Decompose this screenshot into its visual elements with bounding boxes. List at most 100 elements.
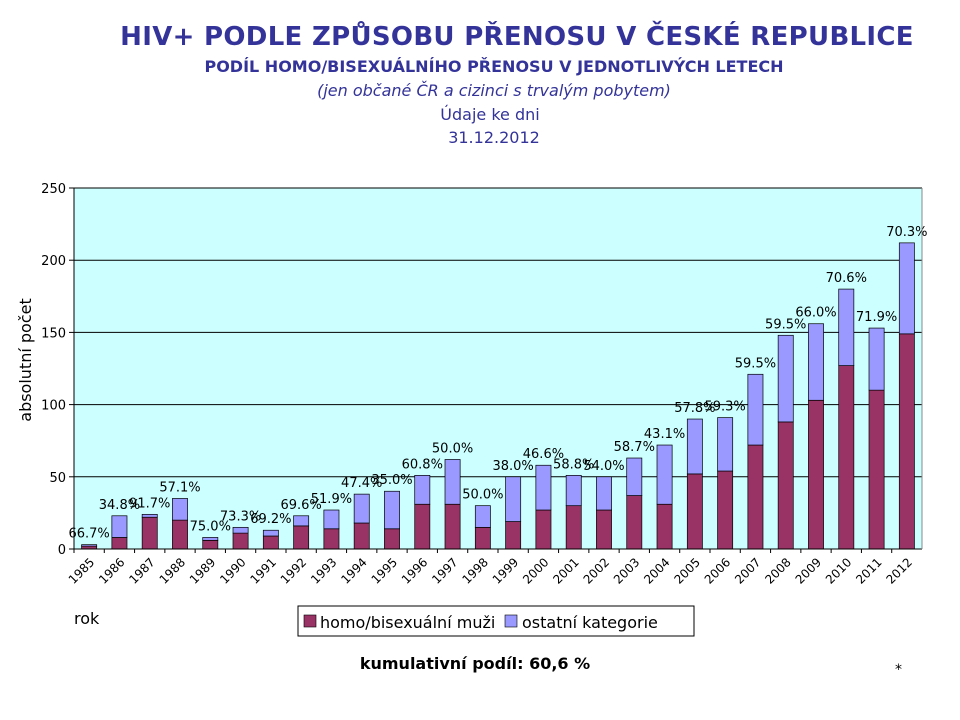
data-label-1995: 35.0% (371, 473, 412, 488)
data-label-2007: 59.5% (735, 356, 776, 371)
bar-other-1992 (293, 515, 310, 527)
x-tick-label-1997: 1997 (429, 555, 460, 586)
bar-homo-2011 (868, 389, 885, 550)
x-tick-label-1998: 1998 (459, 555, 490, 586)
bar-other-1988 (172, 498, 188, 521)
bar-homo-1990 (232, 532, 249, 550)
data-label-2003: 58.7% (614, 440, 655, 455)
bar-other-2007 (747, 373, 764, 446)
date-label: Údaje ke dni (440, 105, 540, 124)
x-tick-label-2008: 2008 (762, 555, 793, 586)
x-tick-label-1993: 1993 (308, 555, 339, 586)
bar-other-2008 (777, 334, 794, 423)
legend-label-homo: homo/bisexuální muži (320, 613, 495, 632)
data-label-2010: 70.6% (826, 271, 867, 286)
x-tick-label-2009: 2009 (793, 555, 824, 586)
legend-swatch-homo (303, 614, 317, 628)
date-value: 31.12.2012 (448, 128, 540, 147)
data-label-2000: 46.6% (523, 447, 564, 462)
y-tick-label: 150 (41, 326, 66, 341)
data-label-2008: 59.5% (765, 317, 806, 332)
bar-homo-1996 (414, 503, 431, 550)
bar-homo-2004 (656, 503, 673, 550)
y-tick-label: 100 (41, 399, 66, 414)
bar-other-2002 (596, 476, 612, 511)
bar-other-1997 (444, 459, 461, 505)
chart-title: HIV+ PODLE ZPŮSOBU PŘENOSU V ČESKÉ REPUB… (120, 22, 914, 52)
x-tick-label-1991: 1991 (247, 555, 278, 586)
bar-other-2005 (686, 418, 703, 475)
bar-other-1991 (262, 529, 279, 537)
bar-homo-2001 (565, 505, 582, 550)
bar-other-1999 (505, 476, 522, 522)
x-tick-label-1989: 1989 (187, 555, 218, 586)
bar-other-2003 (626, 457, 643, 496)
bar-homo-1998 (474, 526, 491, 550)
x-tick-label-2002: 2002 (581, 555, 612, 586)
data-label-1992: 69.6% (280, 498, 321, 513)
data-label-2012: 70.3% (886, 225, 927, 240)
data-label-2006: 59.3% (704, 400, 745, 415)
bar-other-1987 (141, 513, 158, 518)
data-label-1987: 91.7% (129, 496, 170, 511)
bar-other-1985 (81, 544, 98, 547)
x-tick-label-2001: 2001 (550, 555, 581, 586)
x-tick-label-2006: 2006 (702, 555, 733, 586)
data-label-2005: 57.8% (674, 401, 715, 416)
bar-homo-1995 (384, 528, 400, 550)
x-tick-label-1985: 1985 (66, 555, 97, 586)
x-tick-label-1996: 1996 (399, 555, 430, 586)
x-tick-label-2010: 2010 (823, 555, 854, 586)
x-axis-label: rok (74, 609, 100, 628)
bar-other-2011 (868, 327, 885, 391)
y-tick-label: 0 (58, 543, 66, 558)
chart-subtitle: PODÍL HOMO/BISEXUÁLNÍHO PŘENOSU V JEDNOT… (204, 57, 784, 76)
bar-homo-1987 (141, 516, 158, 550)
data-label-1993: 51.9% (311, 492, 352, 507)
footnote-mark: * (895, 662, 902, 678)
bar-homo-2010 (838, 365, 855, 550)
bar-homo-2012 (898, 333, 915, 550)
x-tick-label-2003: 2003 (611, 555, 642, 586)
x-tick-label-1990: 1990 (217, 555, 248, 586)
y-tick-label: 50 (49, 471, 66, 486)
bar-homo-2002 (596, 509, 612, 550)
data-label-1986: 34.8% (99, 498, 140, 513)
data-label-1997: 50.0% (432, 441, 473, 456)
bar-other-1989 (202, 537, 219, 541)
x-tick-label-2000: 2000 (520, 555, 551, 586)
data-label-1989: 75.0% (190, 519, 231, 534)
bar-other-2010 (838, 288, 855, 366)
bar-other-1994 (353, 493, 370, 524)
x-tick-label-2011: 2011 (853, 555, 884, 586)
x-tick-label-2007: 2007 (732, 555, 763, 586)
bar-other-2009 (808, 323, 824, 401)
bar-homo-2003 (626, 495, 643, 550)
x-tick-label-2004: 2004 (641, 555, 672, 586)
data-label-1998: 50.0% (462, 488, 503, 503)
x-tick-label-1992: 1992 (278, 555, 309, 586)
bar-homo-1991 (262, 535, 279, 550)
data-label-1999: 38.0% (492, 459, 533, 474)
data-label-2011: 71.9% (856, 310, 897, 325)
data-label-1988: 57.1% (159, 480, 200, 495)
bar-other-1998 (474, 505, 491, 528)
bar-other-2001 (565, 475, 582, 507)
bars-group (81, 242, 915, 550)
cumulative-share: kumulativní podíl: 60,6 % (359, 654, 591, 673)
bar-other-1986 (111, 515, 128, 538)
legend-label-other: ostatní kategorie (522, 613, 658, 632)
bar-homo-1993 (323, 528, 340, 550)
legend-swatch-other (504, 614, 518, 628)
bar-homo-2008 (777, 421, 794, 550)
data-label-2001: 58.8% (553, 457, 594, 472)
data-labels-group: 66.7% 34.8%91.7%57.1% 75.0%73.3%69.2%69.6%… (68, 225, 927, 542)
data-label-1985: 66.7% (68, 527, 109, 542)
data-label-2002: 54.0% (583, 459, 624, 474)
bar-homo-1992 (293, 525, 310, 550)
y-tick-label: 200 (41, 254, 66, 269)
bar-homo-2007 (747, 444, 764, 550)
bar-homo-1994 (353, 522, 370, 550)
bar-homo-2009 (808, 399, 824, 550)
